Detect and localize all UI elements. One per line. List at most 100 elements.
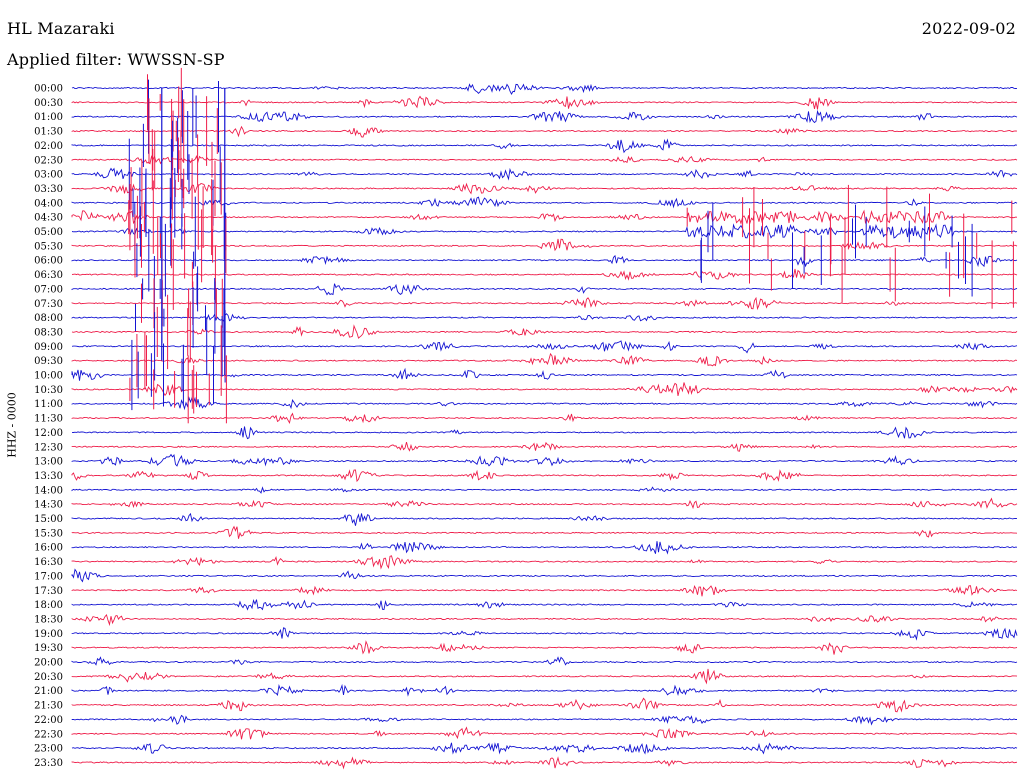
trace-row [71,726,1018,740]
row-label: 12:30 [34,442,63,453]
row-label: 22:00 [34,715,63,726]
row-label: 11:30 [34,414,63,425]
trace-row [71,238,1018,252]
date-label: 2022-09-02 [921,19,1016,38]
row-label: 02:30 [34,155,63,166]
trace-row [71,109,1018,124]
row-label: 02:00 [34,141,63,152]
trace-row [71,640,1018,655]
trace-row [71,95,1018,110]
trace-row [71,598,1018,611]
trace-row [71,324,1018,339]
row-label: 07:30 [34,299,63,310]
row-label: 04:00 [34,198,63,209]
trace-row [71,167,1018,181]
row-label: 09:00 [34,342,63,353]
row-label: 08:30 [34,327,63,338]
trace-row [71,268,1018,281]
row-label: 16:30 [34,557,63,568]
row-label: 13:00 [34,457,63,468]
trace-row [71,125,1018,138]
row-label: 14:30 [34,500,63,511]
row-label: 15:30 [34,528,63,539]
row-label: 19:30 [34,643,63,654]
row-label: 20:30 [34,672,63,683]
trace-row [71,453,1018,467]
row-label: 14:00 [34,485,63,496]
trace-row [71,352,1018,367]
filter-label: Applied filter: WWSSN-SP [7,50,225,69]
trace-row [71,756,1018,770]
trace-row [71,83,1018,95]
trace-row [71,396,1018,411]
row-label: 09:30 [34,356,63,367]
trace-row [71,742,1018,755]
row-label: 19:00 [34,629,63,640]
trace-row [71,182,1018,195]
row-label: 12:00 [34,428,63,439]
trace-row [71,223,1018,240]
trace-row [71,683,1018,697]
row-label: 13:30 [34,471,63,482]
row-label: 11:00 [34,399,63,410]
trace-row [71,441,1018,452]
trace-row [71,541,1018,555]
row-label: 06:00 [34,256,63,267]
trace-row [71,412,1018,425]
row-label: 23:00 [34,744,63,755]
row-label: 17:00 [34,571,63,582]
row-label: 00:00 [34,84,63,95]
row-label: 21:00 [34,686,63,697]
trace-row [71,497,1018,510]
trace-row [71,568,1018,583]
trace-row [71,382,1018,397]
trace-row [71,613,1018,627]
row-label: 20:00 [34,658,63,669]
trace-row [71,155,1018,165]
row-label: 15:00 [34,514,63,525]
row-label: 18:30 [34,614,63,625]
row-label: 03:30 [34,184,63,195]
trace-row [71,426,1018,440]
trace-row [71,313,1018,322]
row-label: 04:30 [34,213,63,224]
station-title: HL Mazaraki [7,19,115,38]
row-label: 03:00 [34,170,63,181]
trace-row [71,296,1018,311]
trace-row [71,138,1018,154]
trace-row [71,656,1018,666]
trace-row [71,668,1018,685]
row-label: 22:30 [34,729,63,740]
trace-row [71,283,1018,296]
row-label: 01:00 [34,112,63,123]
row-label: 21:30 [34,701,63,712]
trace-row [71,584,1018,597]
row-label: 05:30 [34,241,63,252]
trace-row [71,697,1018,713]
trace-row [71,714,1017,726]
trace-row [71,196,1018,209]
row-label: 06:30 [34,270,63,281]
row-label: 08:00 [34,313,63,324]
trace-row [71,340,1018,354]
row-label: 05:00 [34,227,63,238]
row-label: 10:30 [34,385,63,396]
trace-row [71,512,1018,526]
trace-row [71,627,1018,641]
trace-row [71,486,1018,494]
trace-row [71,367,1018,381]
large-amplitude-spikes [128,67,1014,424]
seismic-traces [71,83,1018,770]
row-label: 18:00 [34,600,63,611]
row-label: 01:30 [34,127,63,138]
row-label: 07:00 [34,284,63,295]
trace-row [71,469,1018,483]
trace-row [71,254,1018,268]
row-label: 16:00 [34,543,63,554]
row-time-labels: 00:00 00:30 01:00 01:30 02:00 02:30 03:00 03:30… [34,84,63,769]
trace-row [71,555,1018,570]
row-label: 00:30 [34,98,63,109]
row-label: 17:30 [34,586,63,597]
trace-row [71,525,1018,539]
